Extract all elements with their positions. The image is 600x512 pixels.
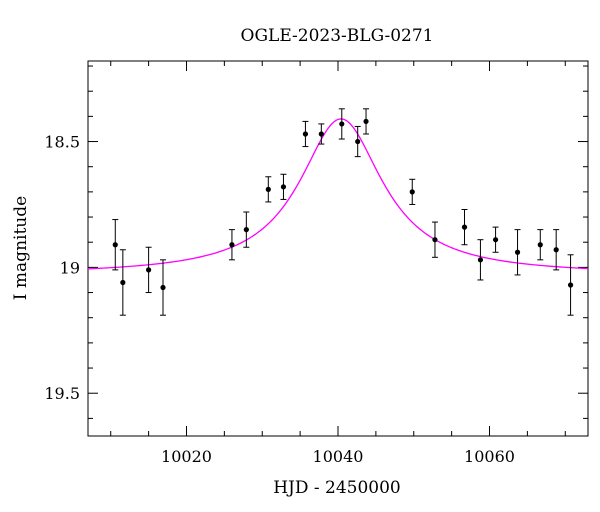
data-point	[160, 259, 166, 316]
data-point	[318, 123, 325, 145]
data-point	[354, 125, 361, 158]
point-marker	[409, 189, 415, 195]
x-axis-label: HJD - 2450000	[273, 478, 401, 498]
plot-area	[87, 60, 589, 437]
x-tick-label: 10040	[313, 447, 364, 466]
x-tick-label: 10060	[464, 447, 515, 466]
data-point	[145, 246, 152, 294]
data-point	[409, 178, 416, 205]
data-point	[112, 219, 119, 271]
point-marker	[432, 237, 438, 243]
point-marker	[553, 247, 559, 253]
point-marker	[339, 121, 345, 127]
point-marker	[537, 242, 543, 248]
data-point	[363, 108, 370, 135]
point-marker	[112, 242, 118, 248]
chart-title: OGLE-2023-BLG-0271	[241, 26, 434, 46]
point-marker	[514, 249, 521, 255]
data-point	[119, 249, 126, 316]
point-marker	[461, 224, 468, 230]
point-marker	[243, 227, 249, 233]
y-tick-label: 19	[60, 258, 80, 277]
data-point	[461, 208, 468, 246]
data-point	[280, 173, 287, 200]
y-axis-label: I magnitude	[11, 196, 31, 300]
point-marker	[280, 184, 287, 190]
y-tick-label: 19.5	[44, 384, 80, 403]
point-marker	[265, 186, 271, 192]
y-tick-label: 18.5	[44, 133, 80, 152]
point-marker	[355, 138, 361, 145]
point-marker	[318, 131, 324, 137]
point-marker	[120, 279, 126, 286]
x-tick-label: 10020	[161, 447, 212, 466]
point-marker	[477, 257, 484, 263]
data-point	[265, 176, 272, 203]
data-point	[537, 229, 544, 261]
point-marker	[229, 242, 235, 248]
point-marker	[146, 267, 152, 273]
point-marker	[492, 237, 499, 243]
data-point	[553, 229, 560, 271]
data-point	[243, 211, 250, 248]
point-marker	[363, 118, 369, 125]
data-point	[477, 239, 484, 281]
model-curve	[87, 118, 589, 270]
data-point	[567, 254, 574, 316]
data-point	[492, 226, 499, 253]
point-marker	[302, 131, 309, 137]
model-layer	[87, 118, 589, 270]
data-point	[302, 120, 309, 148]
data-point	[338, 108, 345, 140]
tick-labels: 10020 10040 10060 18.5 19 19.5	[44, 133, 515, 466]
plot-frame	[87, 60, 589, 437]
data-point	[228, 229, 235, 261]
data-point	[431, 221, 438, 258]
data-point	[514, 229, 521, 276]
data-points	[112, 108, 574, 316]
point-marker	[160, 284, 166, 291]
point-marker	[567, 282, 574, 288]
tick-marks	[88, 61, 588, 436]
